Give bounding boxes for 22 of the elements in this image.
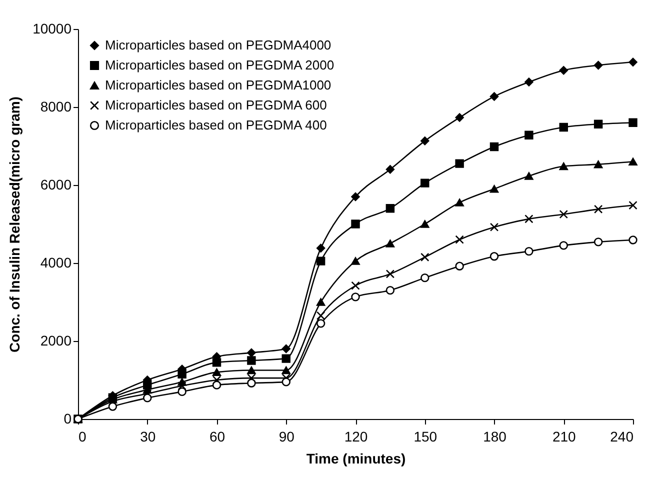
y-tick-label: 10000 bbox=[32, 20, 72, 36]
x-tick-label: 60 bbox=[209, 428, 226, 444]
x-tick-label: 240 bbox=[610, 428, 634, 444]
legend-label: Microparticles based on PEGDMA4000 bbox=[105, 38, 332, 52]
x-tick-label: 30 bbox=[140, 428, 156, 444]
legend-label: Microparticles based on PEGDMA 600 bbox=[105, 98, 327, 112]
y-tick-label: 4000 bbox=[40, 254, 72, 270]
y-tick-label: 2000 bbox=[40, 332, 72, 348]
legend-label: Microparticles based on PEGDMA 400 bbox=[105, 118, 327, 132]
x-tick-label: 180 bbox=[483, 428, 507, 444]
y-tick-label: 8000 bbox=[40, 98, 72, 114]
y-tick-label: 0 bbox=[64, 410, 72, 426]
x-tick-label: 210 bbox=[552, 428, 576, 444]
x-tick-label: 90 bbox=[278, 428, 295, 444]
legend-label: Microparticles based on PEGDMA1000 bbox=[105, 78, 332, 92]
y-tick-label: 6000 bbox=[40, 176, 72, 192]
x-tick-label: 120 bbox=[344, 428, 368, 444]
legend-label: Microparticles based on PEGDMA 2000 bbox=[105, 58, 334, 72]
x-axis-title: Time (minutes) bbox=[306, 450, 406, 466]
y-axis-title: Conc. of Insulin Released(micro gram) bbox=[6, 96, 23, 352]
x-tick-label: 150 bbox=[414, 428, 438, 444]
x-tick-label: 0 bbox=[78, 428, 86, 444]
